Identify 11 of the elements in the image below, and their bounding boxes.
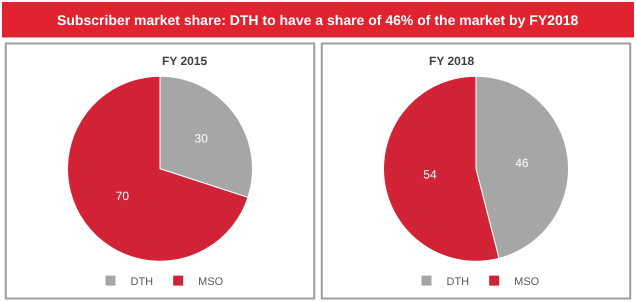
data-label: 54	[423, 168, 437, 182]
chart-title: FY 2015	[162, 54, 208, 68]
legend-label: DTH	[130, 276, 154, 288]
data-label: 30	[194, 132, 208, 146]
legend-label: MSO	[198, 276, 224, 288]
legend-label: MSO	[514, 276, 540, 288]
chart-title: FY 2018	[429, 54, 474, 68]
legend-label: DTH	[446, 276, 470, 288]
text: Subscriber market share: DTH to have a share of 46% of the market by FY2018	[57, 12, 579, 28]
data-label: 46	[515, 156, 529, 170]
data-label: 70	[116, 188, 130, 203]
